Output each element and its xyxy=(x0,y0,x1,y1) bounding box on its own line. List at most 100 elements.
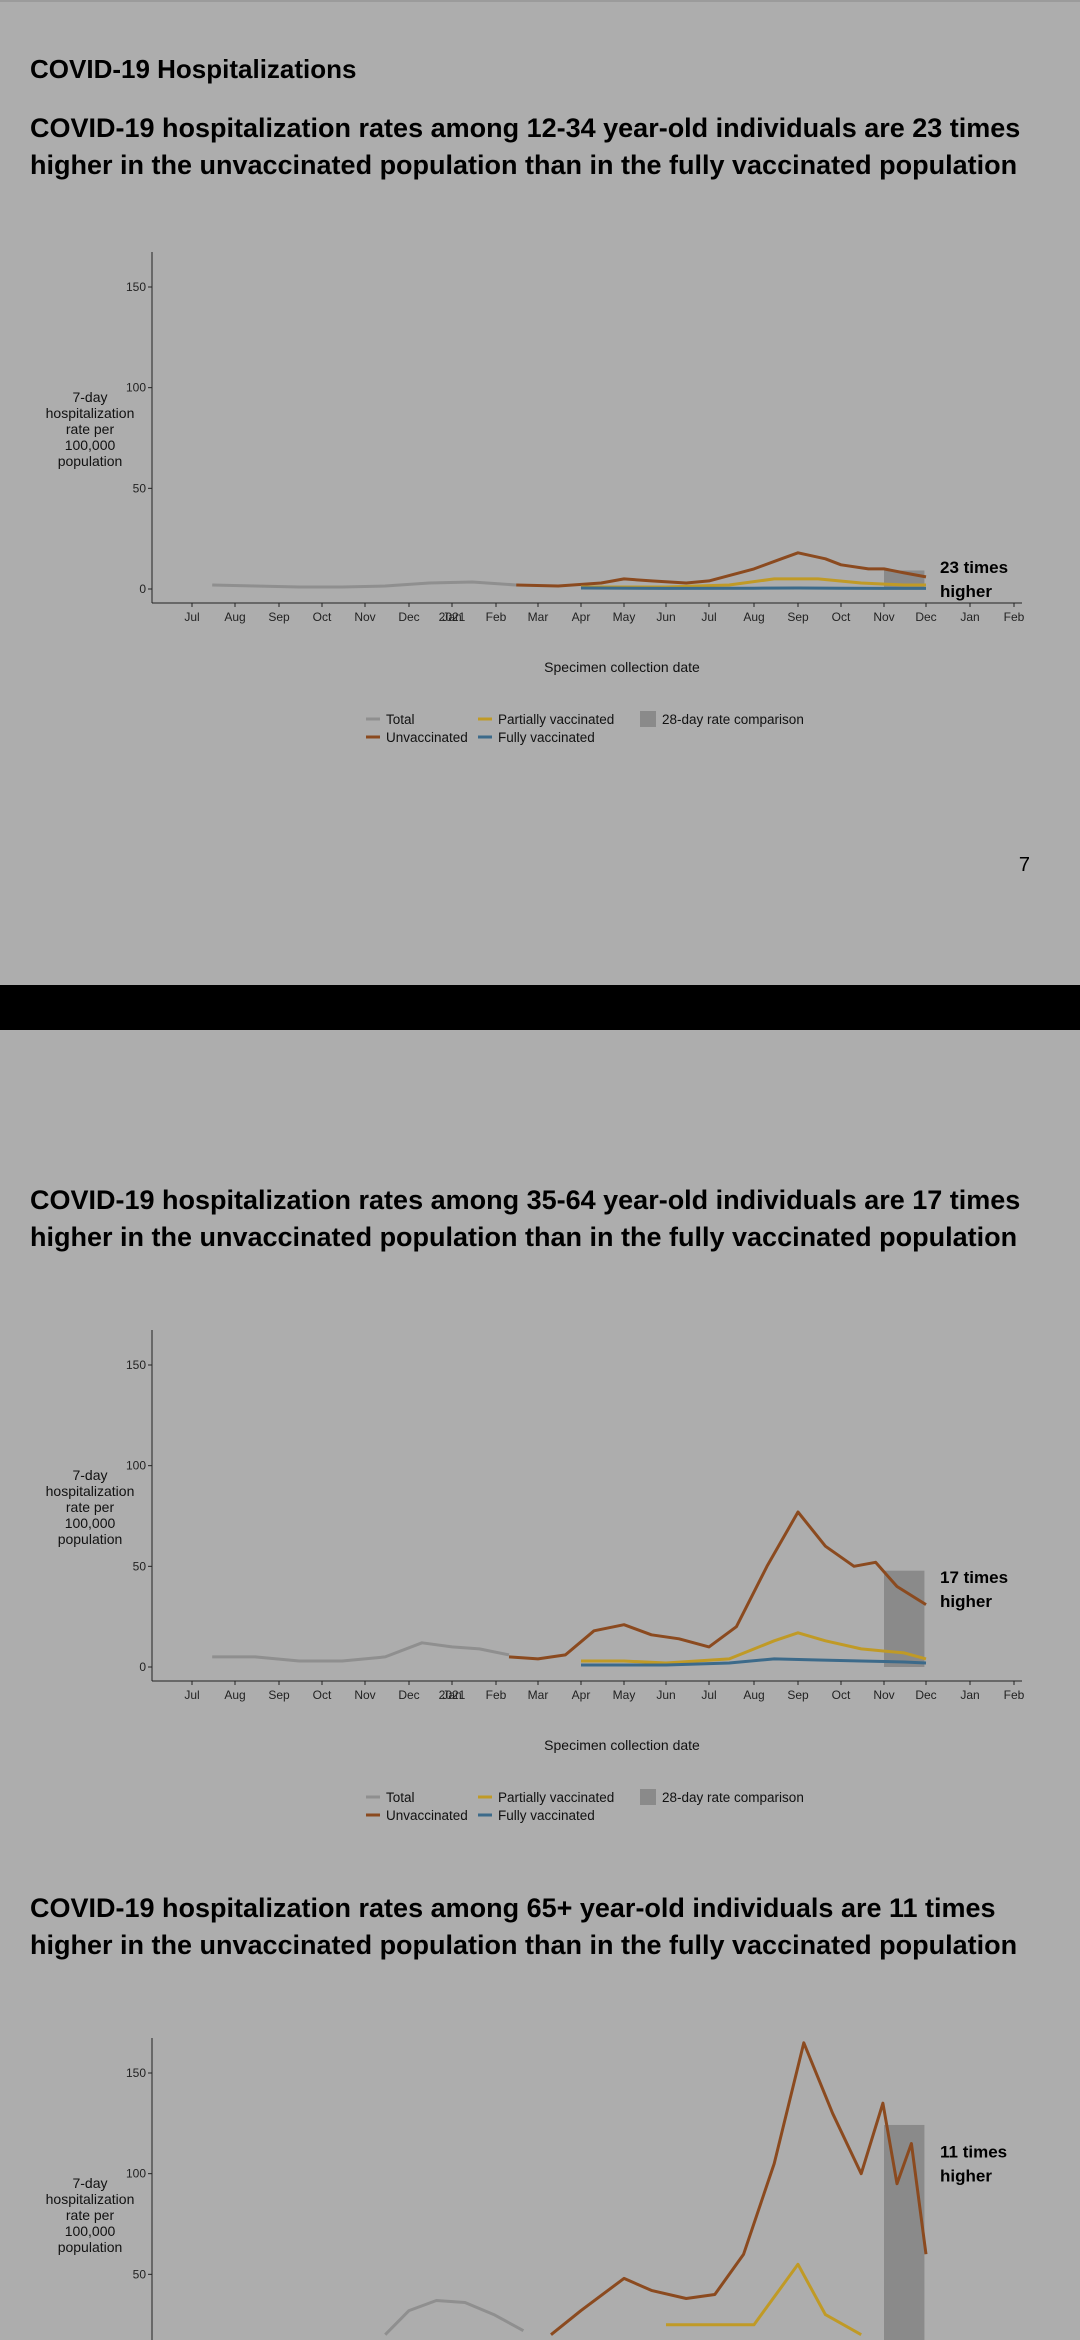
legend-label-unvaccinated: Unvaccinated xyxy=(386,1808,468,1823)
y-tick-label: 50 xyxy=(133,481,147,495)
x-tick-label: Feb xyxy=(1004,1688,1025,1702)
x-tick-label: Sep xyxy=(268,610,290,624)
annotation-line: 11 times xyxy=(940,2143,1007,2162)
page-number: 7 xyxy=(1018,854,1030,876)
x-tick-label: Sep xyxy=(787,610,809,624)
x-tick-label: Jul xyxy=(184,1688,199,1702)
y-axis-title: 7-day hospitalization rate per 100,000 popul… xyxy=(46,1467,135,1547)
x-tick-label: 2021 xyxy=(439,1688,466,1702)
headline-12-34: COVID-19 hospitalization rates among 12-… xyxy=(30,113,1021,180)
series-line-unvaccinated xyxy=(508,1510,927,1661)
x-tick-label: Feb xyxy=(1004,610,1025,624)
series-line-partially xyxy=(666,2262,862,2337)
y-tick-label: 150 xyxy=(126,280,146,294)
x-tick-label: Jan xyxy=(442,1688,461,1702)
x-tick-label: Jul xyxy=(701,1688,716,1702)
x-tick-label: Jun xyxy=(656,610,675,624)
x-tick-label: Nov xyxy=(873,1688,894,1702)
comparison-window xyxy=(884,2124,925,2340)
x-tick-label: Dec xyxy=(915,610,936,624)
x-tick-label: Feb xyxy=(486,1688,507,1702)
x-tick-label: May xyxy=(613,610,636,624)
y-tick-label: 150 xyxy=(126,2066,146,2080)
x-tick-label: Oct xyxy=(832,1688,851,1702)
y-axis-title-line: 7-day xyxy=(72,389,107,405)
x-tick-label: Aug xyxy=(224,610,245,624)
y-tick-label: 150 xyxy=(126,1358,146,1372)
x-tick-label: Aug xyxy=(743,610,764,624)
legend-label-unvaccinated: Unvaccinated xyxy=(386,730,468,745)
series-line-unvaccinated xyxy=(516,551,927,588)
series-line-partially xyxy=(581,1631,927,1665)
slide-divider xyxy=(0,985,1080,1030)
y-axis-title-line: hospitalization xyxy=(46,1483,135,1499)
series-line-partially xyxy=(581,577,926,589)
x-tick-label: Feb xyxy=(486,610,507,624)
legend-label-partially: Partially vaccinated xyxy=(498,1790,614,1805)
y-tick-label: 100 xyxy=(126,381,146,395)
chart-12-34: 0 50 100 150 7-day hospitalization rate per 100… xyxy=(46,252,1025,745)
x-tick-label: Oct xyxy=(313,610,332,624)
x-tick-label: Apr xyxy=(572,1688,591,1702)
y-tick-label: 100 xyxy=(126,1459,146,1473)
x-tick-label: Nov xyxy=(873,610,894,624)
y-axis-title-line: 7-day xyxy=(72,2175,107,2191)
annotation-line: higher xyxy=(940,1592,992,1611)
series-line-unvaccinated xyxy=(550,2041,928,2336)
y-axis-title-line: 7-day xyxy=(72,1467,107,1483)
headline-35-64: COVID-19 hospitalization rates among 35-… xyxy=(30,1185,1021,1252)
y-axis-title-line: rate per xyxy=(66,1499,115,1515)
x-tick-label: Sep xyxy=(268,1688,290,1702)
x-tick-label: Dec xyxy=(398,1688,419,1702)
x-axis-title: Specimen collection date xyxy=(544,659,700,675)
annotation-line: higher xyxy=(940,582,992,601)
annotation-line: higher xyxy=(940,2167,992,2186)
x-tick-label: Aug xyxy=(224,1688,245,1702)
y-axis-title: 7-day hospitalization rate per 100,000 popul… xyxy=(46,2175,135,2255)
legend-label-comparison: 28-day rate comparison xyxy=(662,1790,804,1805)
y-axis-title-line: 100,000 xyxy=(65,2223,116,2239)
y-axis-title-line: hospitalization xyxy=(46,405,135,421)
legend-swatch-comparison xyxy=(640,711,656,727)
series-line-total xyxy=(384,2299,525,2336)
annotation-line: 23 times xyxy=(940,558,1008,577)
slide-35-plus: COVID-19 hospitalization rates among 35-… xyxy=(0,1030,1080,2340)
x-tick-label: Dec xyxy=(398,610,419,624)
x-tick-label: Jan xyxy=(960,610,979,624)
x-tick-label: 2021 xyxy=(439,610,466,624)
y-axis-title: 7-day hospitalization rate per 100,000 popul… xyxy=(46,389,135,469)
y-tick-label: 100 xyxy=(126,2167,146,2181)
headline-65-plus: COVID-19 hospitalization rates among 65+… xyxy=(30,1893,1018,1960)
annotation-line: 17 times xyxy=(940,1568,1008,1587)
y-tick-label: 50 xyxy=(133,2267,147,2281)
y-axis-title-line: rate per xyxy=(66,421,115,437)
x-tick-label: Oct xyxy=(832,610,851,624)
legend-label-fully: Fully vaccinated xyxy=(498,730,595,745)
x-tick-label: Nov xyxy=(354,1688,375,1702)
y-axis-title-line: population xyxy=(58,1531,123,1547)
legend-label-total: Total xyxy=(386,1790,415,1805)
series-line-fully xyxy=(581,1657,927,1667)
x-tick-label: Apr xyxy=(572,610,591,624)
x-tick-label: Jul xyxy=(184,610,199,624)
x-axis-title: Specimen collection date xyxy=(544,1737,700,1753)
x-tick-label: Jan xyxy=(442,610,461,624)
x-tick-label: Dec xyxy=(915,1688,936,1702)
legend-label-total: Total xyxy=(386,712,415,727)
y-axis-title-line: 100,000 xyxy=(65,437,116,453)
x-tick-label: May xyxy=(613,1688,636,1702)
x-tick-label: Jan xyxy=(960,1688,979,1702)
y-tick-label: 0 xyxy=(139,582,146,596)
y-axis-title-line: hospitalization xyxy=(46,2191,135,2207)
slide-12-34: COVID-19 Hospitalizations COVID-19 hospi… xyxy=(0,0,1080,987)
legend-swatch-comparison xyxy=(640,1789,656,1805)
legend-label-fully: Fully vaccinated xyxy=(498,1808,595,1823)
section-title: COVID-19 Hospitalizations xyxy=(30,54,357,84)
legend-label-partially: Partially vaccinated xyxy=(498,712,614,727)
series-line-total xyxy=(212,580,517,589)
x-tick-label: Mar xyxy=(528,610,549,624)
y-axis-title-line: population xyxy=(58,453,123,469)
x-tick-label: Nov xyxy=(354,610,375,624)
x-tick-label: Oct xyxy=(313,1688,332,1702)
